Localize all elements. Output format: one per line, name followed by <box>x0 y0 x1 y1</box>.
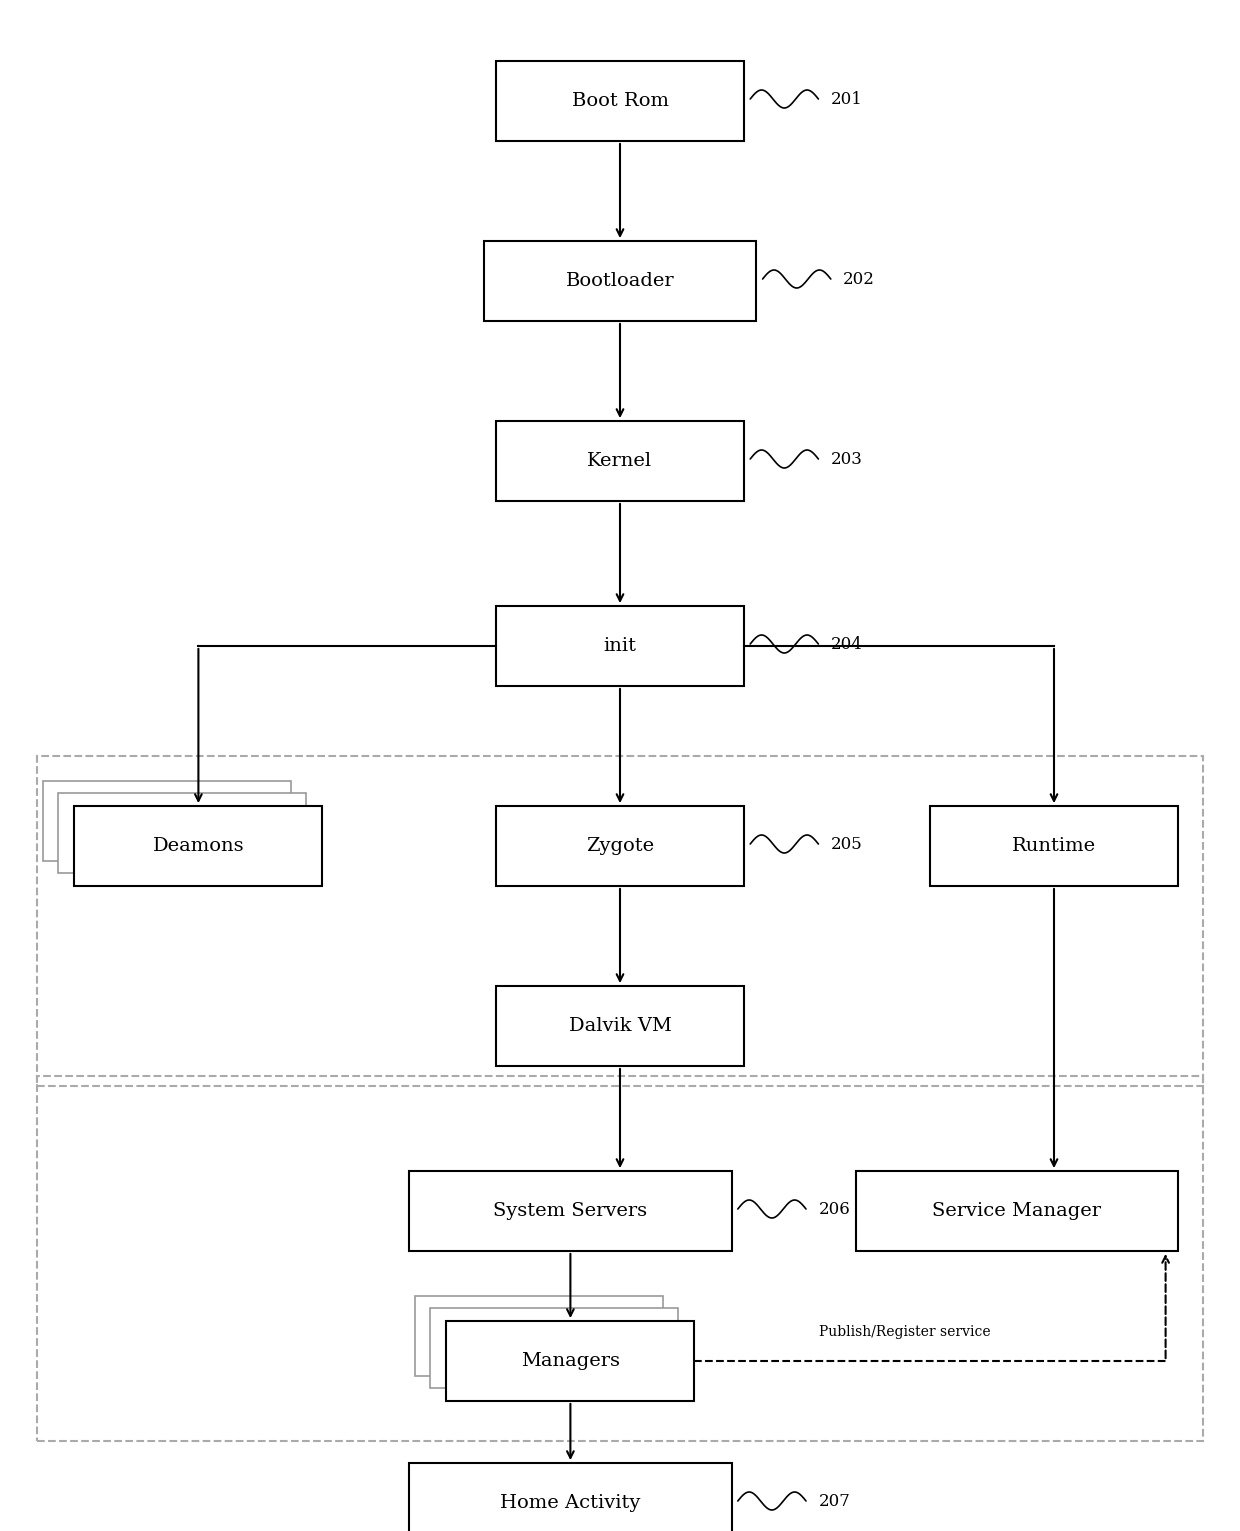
Bar <box>409 1171 732 1251</box>
Text: Boot Rom: Boot Rom <box>572 92 668 110</box>
Text: Bootloader: Bootloader <box>565 273 675 289</box>
Text: 207: 207 <box>818 1493 851 1510</box>
Bar <box>37 756 1203 1085</box>
Bar <box>496 421 744 501</box>
Text: 203: 203 <box>831 450 863 467</box>
Text: Managers: Managers <box>521 1352 620 1370</box>
Bar <box>43 781 291 860</box>
Bar <box>430 1307 678 1389</box>
Bar <box>496 805 744 886</box>
Text: init: init <box>604 637 636 655</box>
Bar <box>496 61 744 141</box>
Bar <box>409 1464 732 1531</box>
Bar <box>856 1171 1178 1251</box>
Bar <box>496 986 744 1066</box>
Bar <box>58 793 306 873</box>
Text: Kernel: Kernel <box>588 452 652 470</box>
Bar <box>37 1076 1203 1441</box>
Bar <box>484 240 756 322</box>
Text: Zygote: Zygote <box>587 837 653 854</box>
Bar <box>446 1321 694 1401</box>
Text: Deamons: Deamons <box>153 837 244 854</box>
Text: Home Activity: Home Activity <box>500 1494 641 1513</box>
Text: 204: 204 <box>831 635 863 652</box>
Text: 205: 205 <box>831 836 863 853</box>
Bar <box>496 606 744 686</box>
Bar <box>415 1297 663 1376</box>
Text: Publish/Register service: Publish/Register service <box>820 1324 991 1340</box>
Bar <box>930 805 1178 886</box>
Text: Dalvik VM: Dalvik VM <box>569 1017 671 1035</box>
Bar <box>74 805 322 886</box>
Text: System Servers: System Servers <box>494 1202 647 1220</box>
Text: Runtime: Runtime <box>1012 837 1096 854</box>
Text: Service Manager: Service Manager <box>932 1202 1101 1220</box>
Text: 201: 201 <box>831 90 863 107</box>
Text: 202: 202 <box>843 271 875 288</box>
Text: 206: 206 <box>818 1200 851 1217</box>
